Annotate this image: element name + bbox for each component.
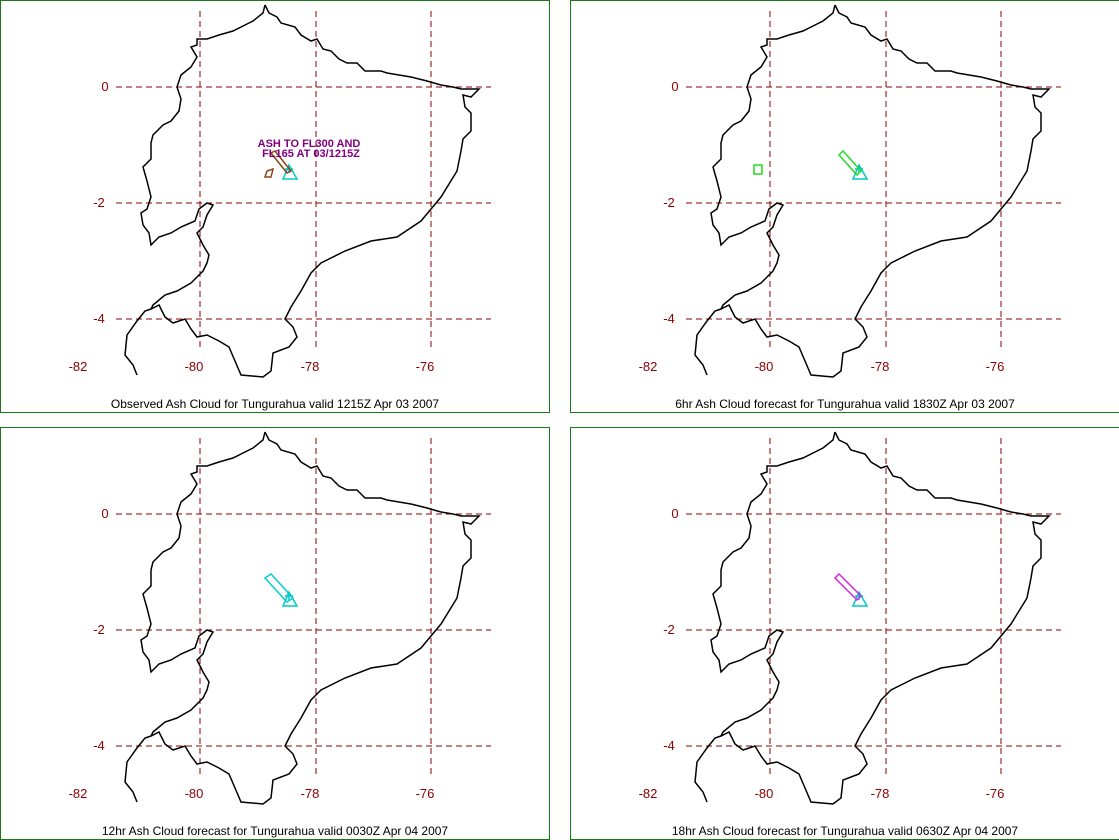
map-panel-observed: 0 -2 -4 -82 -80 -78 -76 ASH TO FL300 AND… <box>0 0 550 413</box>
lon-tick-label: -80 <box>185 786 204 801</box>
ash-cloud-polygon <box>833 572 863 602</box>
lon-tick-label: -82 <box>69 359 88 374</box>
lat-tick-label: -4 <box>663 738 675 753</box>
lon-tick-label: -82 <box>69 786 88 801</box>
lon-tick-label: -76 <box>416 786 435 801</box>
ecuador-coastline <box>124 431 481 805</box>
ash-annotation-line1: ASH TO FL300 AND <box>258 138 361 150</box>
lon-gridlines <box>769 11 1002 351</box>
map-panel-18hr: 0 -2 -4 -82 -80 -78 -76 18hr Ash Cloud f… <box>570 427 1119 840</box>
map-canvas: 0 -2 -4 -82 -80 -78 -76 ASH TO FL300 AND… <box>69 4 491 378</box>
lat-tick-label: -4 <box>93 738 105 753</box>
lat-gridlines <box>116 86 491 320</box>
ash-annotation-line2: FL165 AT 03/1215Z <box>262 148 360 160</box>
lon-tick-label: -82 <box>639 786 658 801</box>
ecuador-coastline <box>694 4 1051 378</box>
lat-tick-label: 0 <box>671 79 678 94</box>
lon-tick-label: -78 <box>301 359 320 374</box>
ecuador-coastline <box>694 431 1051 805</box>
map-panel-6hr: 0 -2 -4 -82 -80 -78 -76 6hr Ash Cloud fo… <box>570 0 1119 413</box>
lon-gridlines <box>769 438 1002 778</box>
lat-tick-label: 0 <box>671 506 678 521</box>
lon-tick-label: -78 <box>301 786 320 801</box>
lon-tick-label: -80 <box>755 359 774 374</box>
ash-cloud-polygon <box>263 150 293 178</box>
lat-tick-label: 0 <box>101 506 108 521</box>
panel-caption: 12hr Ash Cloud forecast for Tungurahua v… <box>101 824 449 838</box>
lon-tick-label: -82 <box>639 359 658 374</box>
lat-tick-label: -4 <box>93 311 105 326</box>
lon-tick-label: -76 <box>416 359 435 374</box>
lat-gridlines <box>116 513 491 747</box>
lat-tick-label: -2 <box>663 195 675 210</box>
lon-gridlines <box>199 11 432 351</box>
lat-tick-label: -4 <box>663 311 675 326</box>
map-canvas: 0 -2 -4 -82 -80 -78 -76 <box>639 431 1061 805</box>
ash-cloud-polygon <box>263 573 295 603</box>
panel-caption: 18hr Ash Cloud forecast for Tungurahua v… <box>671 824 1019 838</box>
lon-tick-label: -78 <box>871 359 890 374</box>
lon-tick-label: -76 <box>986 786 1005 801</box>
map-panel-12hr: 0 -2 -4 -82 -80 -78 -76 12hr Ash Cloud f… <box>0 427 550 840</box>
lon-tick-label: -78 <box>871 786 890 801</box>
lat-gridlines <box>686 513 1061 747</box>
panel-caption: Observed Ash Cloud for Tungurahua valid … <box>110 397 440 411</box>
ash-cloud-polygon <box>753 149 863 177</box>
lon-gridlines <box>199 438 432 778</box>
map-canvas: 0 -2 -4 -82 -80 -78 -76 <box>639 4 1061 378</box>
lat-tick-label: -2 <box>663 622 675 637</box>
map-canvas: 0 -2 -4 -82 -80 -78 -76 <box>69 431 491 805</box>
lat-gridlines <box>686 86 1061 320</box>
lat-tick-label: -2 <box>93 622 105 637</box>
lon-tick-label: -80 <box>185 359 204 374</box>
ecuador-coastline <box>124 4 481 378</box>
lat-tick-label: 0 <box>101 79 108 94</box>
panel-caption: 6hr Ash Cloud forecast for Tungurahua va… <box>675 397 1015 411</box>
lat-tick-label: -2 <box>93 195 105 210</box>
lon-tick-label: -76 <box>986 359 1005 374</box>
lon-tick-label: -80 <box>755 786 774 801</box>
